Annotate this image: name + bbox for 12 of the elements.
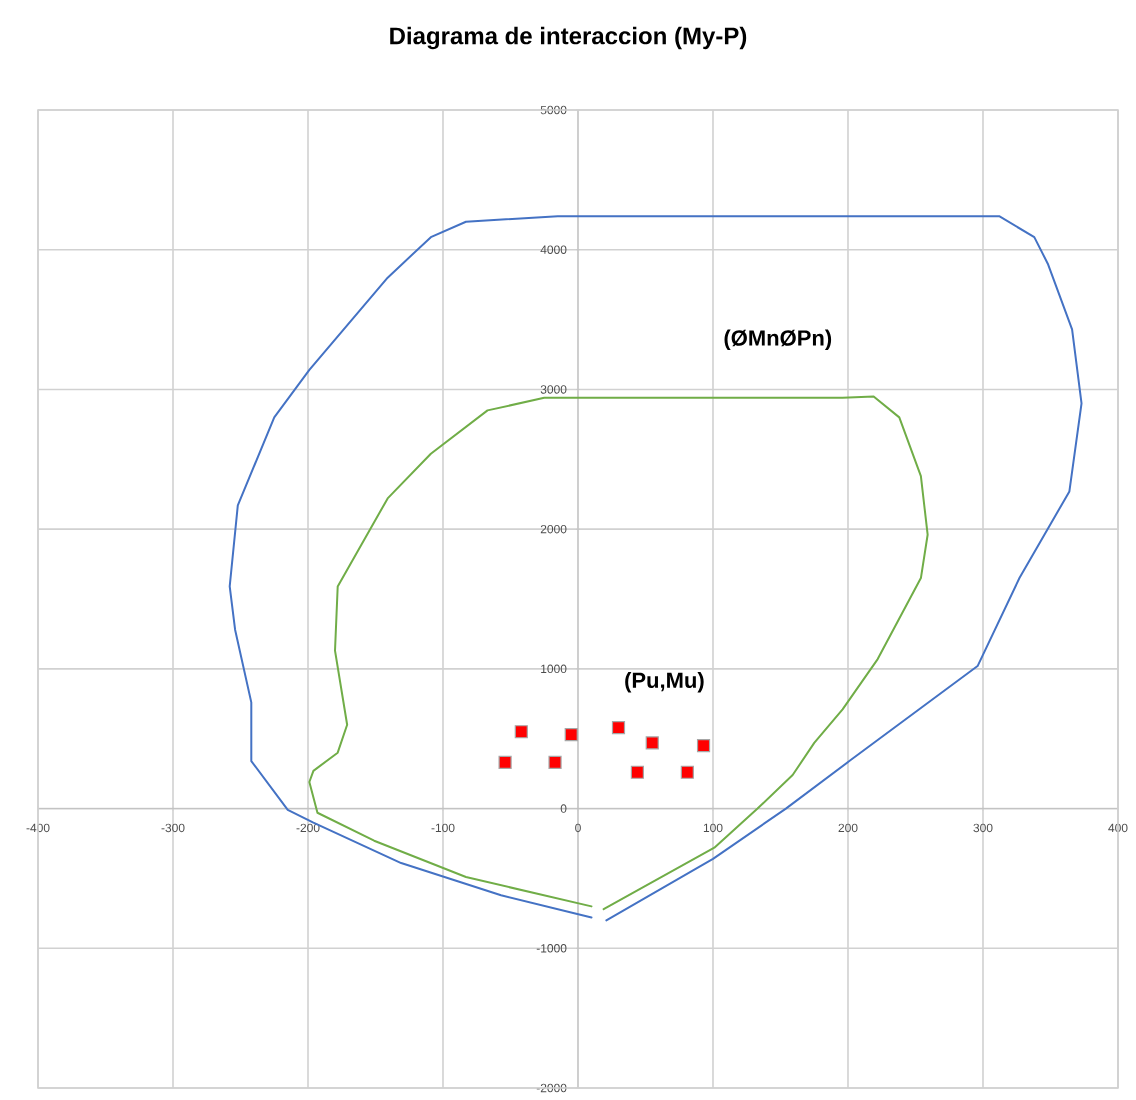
point (611, 720, 626, 735)
text: (ØMnØPn) (724, 329, 832, 351)
point (548, 755, 562, 770)
point (498, 755, 512, 770)
point (564, 727, 578, 742)
series-label: (Pu,Mu) (625, 671, 704, 693)
point (680, 765, 694, 779)
chart-title: Diagrama de interaccion (My-P) (390, 26, 747, 50)
point (696, 739, 711, 753)
point (514, 725, 528, 739)
point (645, 736, 659, 750)
point (630, 765, 644, 779)
